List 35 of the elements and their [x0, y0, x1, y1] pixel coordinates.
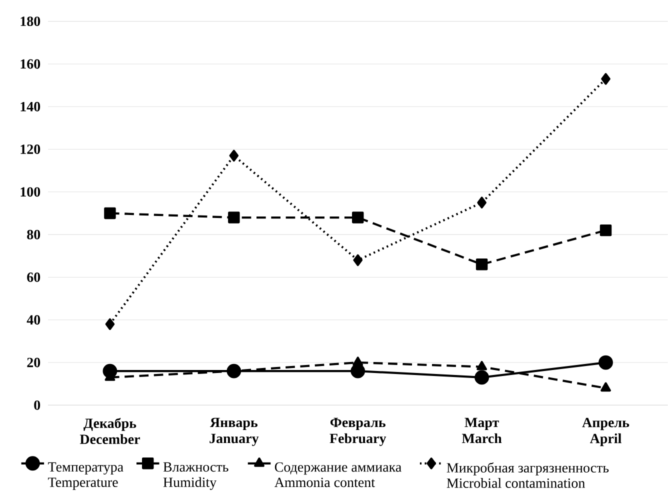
- point: [601, 73, 610, 85]
- point: [477, 196, 486, 209]
- point: [105, 318, 115, 330]
- point: [600, 224, 612, 236]
- legend-label: Температура Temperature: [48, 462, 124, 490]
- point: [352, 212, 364, 224]
- legend-label: Микробная загрязненность Microbial contamination: [446, 462, 609, 488]
- point: [104, 207, 116, 220]
- y-tick-label: 80: [27, 230, 40, 240]
- point: [353, 254, 363, 266]
- x-tick-label: Январь January: [210, 418, 259, 446]
- legend-label: Влажность Humidity: [163, 462, 228, 490]
- point: [598, 355, 613, 370]
- x-tick-label: Февраль February: [330, 418, 386, 446]
- y-tick-label: 120: [20, 144, 40, 154]
- point: [228, 212, 240, 224]
- legend-label: Содержание аммиака Ammonia content: [274, 462, 402, 488]
- x-tick-label: Декабрь December: [80, 418, 140, 444]
- x-tick-label: Апрель April: [582, 418, 630, 446]
- point: [600, 382, 611, 392]
- point: [476, 361, 488, 370]
- point: [474, 370, 490, 385]
- point: [350, 364, 366, 378]
- y-tick-label: 0: [34, 400, 40, 410]
- y-tick-label: 160: [20, 59, 40, 69]
- y-tick-label: 100: [20, 187, 40, 197]
- point: [476, 258, 488, 270]
- point: [352, 356, 364, 366]
- y-tick-label: 140: [20, 102, 40, 112]
- y-tick-label: 20: [27, 358, 40, 368]
- y-tick-label: 60: [27, 272, 40, 282]
- point: [229, 150, 239, 162]
- y-tick-label: 40: [26, 315, 40, 325]
- x-tick-label: Март March: [462, 418, 502, 444]
- y-tick-label: 180: [20, 16, 40, 26]
